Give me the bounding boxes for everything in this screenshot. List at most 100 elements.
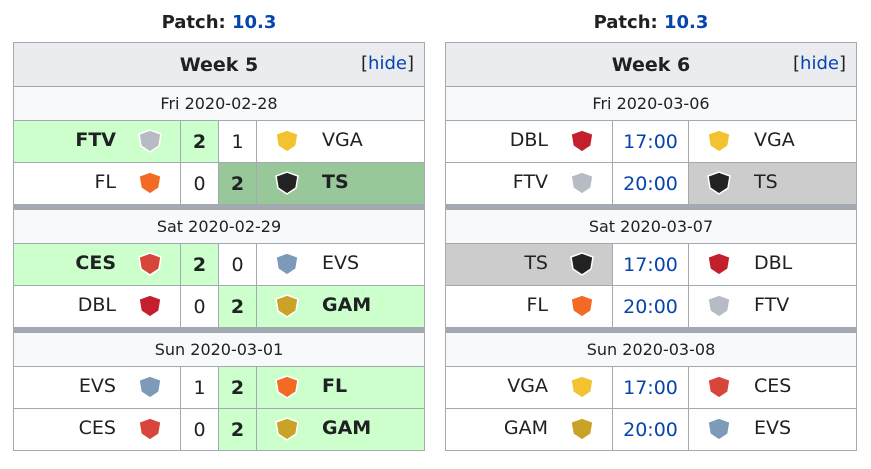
date-row: Sat 2020-03-07 xyxy=(445,209,857,244)
team-logo xyxy=(275,171,299,195)
team-name: FTV xyxy=(754,294,790,316)
team-logo xyxy=(570,375,594,399)
date-row: Fri 2020-03-06 xyxy=(445,86,857,121)
date-row: Fri 2020-02-28 xyxy=(13,86,425,121)
team-name: FTV xyxy=(75,129,116,151)
team-logo xyxy=(707,252,731,276)
team-cell: EVS xyxy=(13,366,181,409)
day-separator xyxy=(445,327,857,332)
team-name: VGA xyxy=(507,375,548,397)
score: 0 xyxy=(180,162,219,205)
team-cell: FTV xyxy=(688,285,857,328)
team-logo xyxy=(570,171,594,195)
team-cell: GAM xyxy=(445,408,613,451)
team-name: TS xyxy=(754,171,778,193)
team-logo xyxy=(707,417,731,441)
team-logo xyxy=(570,417,594,441)
team-cell: TS xyxy=(256,162,425,205)
team-logo xyxy=(275,129,299,153)
score: 2 xyxy=(218,162,257,205)
patch-label: Patch: xyxy=(161,12,226,33)
score: 0 xyxy=(180,285,219,328)
score: 2 xyxy=(218,408,257,451)
team-cell: EVS xyxy=(688,408,857,451)
date-row: Sat 2020-02-29 xyxy=(13,209,425,244)
team-logo xyxy=(570,294,594,318)
patch-line: Patch: 10.3 xyxy=(13,12,425,38)
bracket: ] xyxy=(406,53,414,74)
team-logo xyxy=(138,417,162,441)
team-cell: DBL xyxy=(445,120,613,163)
score: 2 xyxy=(180,243,219,286)
team-name: EVS xyxy=(754,417,792,439)
team-name: CES xyxy=(78,417,116,439)
team-logo xyxy=(275,375,299,399)
team-name: DBL xyxy=(509,129,548,151)
team-cell: TS xyxy=(688,162,857,205)
team-logo xyxy=(275,252,299,276)
hide-toggle: [hide] xyxy=(793,53,846,74)
team-logo xyxy=(707,129,731,153)
date-row: Sun 2020-03-01 xyxy=(13,332,425,367)
team-name: FL xyxy=(322,375,348,397)
team-cell: CES xyxy=(13,243,181,286)
team-cell: TS xyxy=(445,243,613,286)
team-name: GAM xyxy=(322,294,372,316)
match-time: 20:00 xyxy=(612,162,689,205)
bracket: ] xyxy=(838,53,846,74)
day-separator xyxy=(13,327,425,332)
score: 1 xyxy=(180,366,219,409)
day-separator xyxy=(13,204,425,209)
score: 2 xyxy=(218,285,257,328)
team-name: GAM xyxy=(322,417,372,439)
team-logo xyxy=(138,129,162,153)
team-cell: FL xyxy=(13,162,181,205)
team-logo xyxy=(707,375,731,399)
team-cell: GAM xyxy=(256,408,425,451)
score: 0 xyxy=(180,408,219,451)
date-row: Sun 2020-03-08 xyxy=(445,332,857,367)
score: 2 xyxy=(180,120,219,163)
patch-line: Patch: 10.3 xyxy=(445,12,857,38)
hide-link[interactable]: hide xyxy=(800,53,839,74)
team-cell: DBL xyxy=(688,243,857,286)
team-cell: VGA xyxy=(445,366,613,409)
team-name: GAM xyxy=(503,417,548,439)
team-logo xyxy=(275,294,299,318)
match-time: 17:00 xyxy=(612,120,689,163)
team-cell: FL xyxy=(445,285,613,328)
team-name: DBL xyxy=(77,294,116,316)
team-logo xyxy=(138,171,162,195)
patch-link[interactable]: 10.3 xyxy=(232,12,277,33)
match-time: 20:00 xyxy=(612,285,689,328)
week-header: Week 6 [hide] xyxy=(445,42,857,87)
team-logo xyxy=(275,417,299,441)
team-cell: CES xyxy=(13,408,181,451)
team-name: TS xyxy=(524,252,548,274)
team-cell: FTV xyxy=(445,162,613,205)
team-cell: VGA xyxy=(688,120,857,163)
team-cell: CES xyxy=(688,366,857,409)
team-logo xyxy=(570,129,594,153)
match-time: 17:00 xyxy=(612,366,689,409)
team-name: CES xyxy=(75,252,116,274)
team-name: FL xyxy=(526,294,548,316)
score: 0 xyxy=(218,243,257,286)
hide-link[interactable]: hide xyxy=(368,53,407,74)
team-name: FL xyxy=(94,171,116,193)
team-logo xyxy=(138,294,162,318)
team-cell: GAM xyxy=(256,285,425,328)
patch-link[interactable]: 10.3 xyxy=(664,12,709,33)
team-logo xyxy=(570,252,594,276)
team-logo xyxy=(138,252,162,276)
team-logo xyxy=(707,171,731,195)
match-time: 17:00 xyxy=(612,243,689,286)
team-name: TS xyxy=(322,171,349,193)
match-time: 20:00 xyxy=(612,408,689,451)
team-cell: VGA xyxy=(256,120,425,163)
team-name: EVS xyxy=(322,252,360,274)
bracket: [ xyxy=(793,53,801,74)
team-cell: EVS xyxy=(256,243,425,286)
bracket: [ xyxy=(361,53,369,74)
